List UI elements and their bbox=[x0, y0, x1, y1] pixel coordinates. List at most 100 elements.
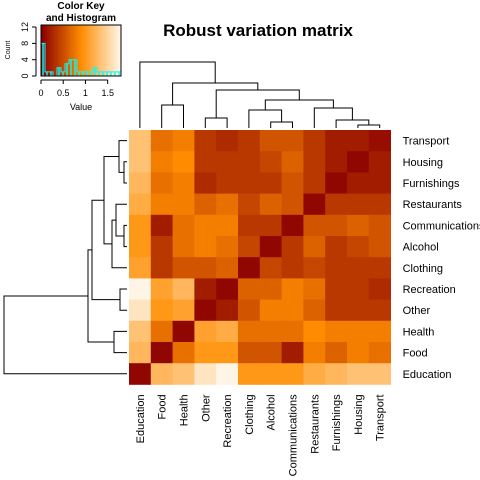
color-key-histogram bbox=[40, 42, 122, 77]
heatmap-cell-communications-furnishings bbox=[325, 214, 348, 237]
heatmap-cell-restaurants-alcohol bbox=[259, 193, 282, 216]
heatmap-cell-housing-alcohol bbox=[259, 151, 282, 173]
heatmap-cell-education-communications bbox=[281, 363, 304, 385]
row-link-health-food bbox=[113, 330, 127, 354]
col-link-root bbox=[139, 61, 216, 128]
color-key-swatch bbox=[105, 25, 108, 76]
color-key-swatch bbox=[85, 25, 88, 76]
row-link-clothing bbox=[111, 219, 127, 269]
col-link-alcohol-communications bbox=[270, 121, 293, 128]
heatmap-cell-communications-education bbox=[129, 214, 152, 237]
color-key-swatch bbox=[89, 25, 92, 76]
color-key-swatch bbox=[93, 25, 96, 76]
heatmap-cells bbox=[129, 130, 391, 385]
heatmap-cell-housing-other bbox=[194, 151, 217, 173]
heatmap-cell-health-clothing bbox=[238, 320, 261, 343]
color-key-y-tick-label: 4 bbox=[20, 57, 30, 62]
heatmap-cell-transport-alcohol bbox=[259, 130, 282, 152]
heatmap-cell-education-other bbox=[194, 363, 217, 385]
heatmap-cell-clothing-alcohol bbox=[259, 257, 282, 279]
row-label-other: Other bbox=[403, 305, 431, 317]
color-key-frame bbox=[40, 24, 122, 77]
color-key-swatch bbox=[75, 25, 78, 76]
heatmap-cell-food-communications bbox=[281, 342, 304, 364]
color-key-gradient bbox=[41, 25, 122, 76]
heatmap-cell-other-other bbox=[194, 299, 217, 322]
heatmap-cell-other-transport bbox=[368, 299, 391, 322]
color-key-swatch bbox=[87, 25, 90, 76]
row-label-communications: Communications bbox=[403, 220, 480, 232]
heatmap-cell-furnishings-education bbox=[129, 172, 152, 194]
heatmap-cell-communications-alcohol bbox=[259, 214, 282, 237]
row-label-transport: Transport bbox=[403, 136, 450, 148]
heatmap-cell-transport-food bbox=[150, 130, 173, 152]
color-key-swatch bbox=[73, 25, 76, 76]
color-key-x-tick-label: 1.5 bbox=[101, 88, 114, 98]
color-key-y-tick-label: 12 bbox=[20, 22, 30, 32]
color-key-swatch bbox=[67, 25, 70, 76]
heatmap-cell-clothing-other bbox=[194, 257, 217, 279]
heatmap-cell-alcohol-recreation bbox=[216, 236, 239, 258]
heatmap-cell-restaurants-transport bbox=[368, 193, 391, 216]
color-key-swatch bbox=[77, 25, 80, 76]
heatmap-cell-health-education bbox=[129, 320, 152, 343]
heatmap-cell-health-housing bbox=[347, 320, 370, 343]
heatmap-cell-other-education bbox=[129, 299, 152, 322]
row-dendrogram bbox=[3, 140, 127, 375]
heatmap-cell-communications-health bbox=[172, 214, 195, 237]
heatmap-cell-recreation-clothing bbox=[238, 278, 261, 300]
heatmap-cell-furnishings-health bbox=[172, 172, 195, 194]
col-link-food-health bbox=[161, 104, 184, 128]
col-link-fh-rest bbox=[172, 82, 259, 105]
heatmap-cell-other-food bbox=[150, 299, 173, 322]
heatmap-cell-alcohol-clothing bbox=[238, 236, 261, 258]
heatmap-cell-housing-health bbox=[172, 151, 195, 173]
heatmap-cell-furnishings-communications bbox=[281, 172, 304, 194]
heatmap-cell-education-clothing bbox=[238, 363, 261, 385]
heatmap-cell-restaurants-communications bbox=[281, 193, 304, 216]
heatmap-cell-clothing-clothing bbox=[238, 257, 261, 279]
heatmap-cell-education-food bbox=[150, 363, 173, 385]
color-key-swatch bbox=[53, 25, 56, 76]
heatmap-cell-restaurants-recreation bbox=[216, 193, 239, 216]
row-link-root bbox=[3, 295, 127, 375]
color-key-swatch bbox=[109, 25, 112, 76]
color-key-x-axis: 0 0.5 1 1.5 bbox=[38, 79, 114, 98]
heatmap-cell-transport-communications bbox=[281, 130, 304, 152]
heatmap-cell-education-alcohol bbox=[259, 363, 282, 385]
heatmap-cell-other-alcohol bbox=[259, 299, 282, 322]
heatmap-cell-restaurants-furnishings bbox=[325, 193, 348, 216]
color-key-swatch bbox=[49, 25, 52, 76]
column-label-housing: Housing bbox=[353, 394, 365, 434]
heatmap-cell-communications-transport bbox=[368, 214, 391, 237]
heatmap-cell-food-education bbox=[129, 342, 152, 364]
heatmap-cell-education-recreation bbox=[216, 363, 239, 385]
heatmap-cell-transport-restaurants bbox=[303, 130, 326, 152]
column-label-furnishings: Furnishings bbox=[331, 394, 343, 451]
heatmap-cell-health-communications bbox=[281, 320, 304, 343]
heatmap-cell-recreation-health bbox=[172, 278, 195, 300]
heatmap-cell-housing-transport bbox=[368, 151, 391, 173]
color-key-swatch bbox=[45, 25, 48, 76]
heatmap-cell-food-furnishings bbox=[325, 342, 348, 364]
heatmap-cell-furnishings-housing bbox=[347, 172, 370, 194]
color-key-swatch bbox=[101, 25, 104, 76]
heatmap-cell-health-food bbox=[150, 320, 173, 343]
heatmap-cell-food-alcohol bbox=[259, 342, 282, 364]
heatmap-cell-restaurants-other bbox=[194, 193, 217, 216]
color-key-title-line2: and Histogram bbox=[46, 13, 116, 24]
heatmap-cell-food-recreation bbox=[216, 342, 239, 364]
heatmap-cell-alcohol-other bbox=[194, 236, 217, 258]
heatmap-cell-clothing-transport bbox=[368, 257, 391, 279]
color-key-swatch bbox=[115, 25, 118, 76]
heatmap-cell-recreation-recreation bbox=[216, 278, 239, 300]
column-label-recreation: Recreation bbox=[222, 394, 234, 447]
heatmap-cell-education-education bbox=[129, 363, 152, 385]
row-label-restaurants: Restaurants bbox=[403, 199, 463, 211]
heatmap-cell-housing-clothing bbox=[238, 151, 261, 173]
column-label-other: Other bbox=[200, 394, 212, 422]
heatmap-cell-clothing-food bbox=[150, 257, 173, 279]
heatmap-cell-transport-other bbox=[194, 130, 217, 152]
heatmap-cell-clothing-communications bbox=[281, 257, 304, 279]
color-key-swatch bbox=[65, 25, 68, 76]
